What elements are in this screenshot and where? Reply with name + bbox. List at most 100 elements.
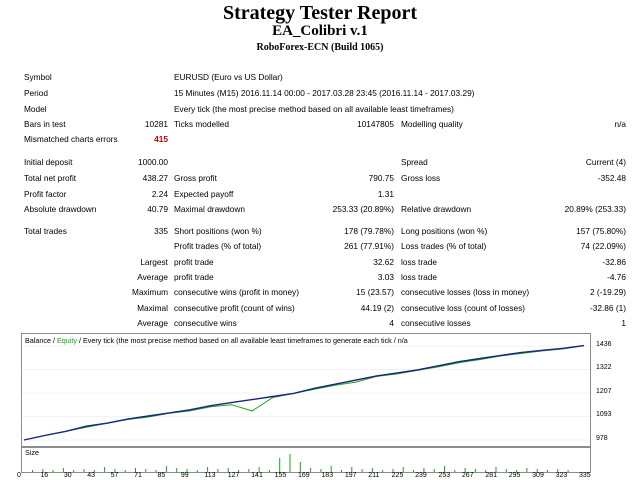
size-bar (516, 470, 518, 472)
size-bar (310, 468, 312, 472)
size-bar (238, 470, 239, 472)
loss-trades-label: Loss trades (% of total) (401, 241, 487, 251)
x-tick-label: 335 (579, 472, 591, 479)
x-tick-label: 225 (391, 472, 404, 479)
size-bar (351, 467, 353, 472)
period-label: Period (24, 88, 48, 98)
report-title: Strategy Tester Report (222, 2, 418, 24)
x-tick-label: 281 (485, 472, 498, 479)
size-bar (42, 469, 44, 472)
size-bar (83, 469, 85, 472)
y-tick-label: 1322 (596, 364, 612, 372)
spread-label: Spread (401, 157, 428, 167)
size-bar (320, 469, 322, 472)
average-loss-label: loss trade (401, 272, 437, 282)
initial-deposit-value: 1000.00 (138, 157, 168, 167)
x-tick-label: 57 (110, 472, 119, 479)
x-tick-label: 43 (87, 472, 96, 479)
size-bar (248, 469, 250, 472)
ticks-value: 10147805 (357, 119, 394, 129)
size-chart-svg (32, 454, 569, 472)
quality-label: Modelling quality (401, 119, 463, 129)
size-bar (495, 467, 497, 472)
symbol-value: EURUSD (Euro vs US Dollar) (174, 72, 283, 82)
long-value: 157 (75.80%) (576, 226, 626, 236)
model-label: Model (24, 104, 47, 114)
size-bar (176, 468, 178, 472)
size-bar (361, 469, 363, 472)
abs-drawdown-label: Absolute drawdown (24, 204, 97, 214)
size-bar (104, 467, 106, 472)
size-bar (485, 470, 487, 472)
y-tick-label: 978 (596, 435, 608, 442)
size-bar (536, 469, 538, 472)
x-tick-label: 211 (368, 472, 380, 479)
size-bar (268, 470, 270, 472)
maximal-cons-profit-label: consecutive profit (count of wins) (174, 303, 295, 313)
size-bar (413, 470, 415, 472)
ticks-label: Ticks modelled (174, 119, 230, 129)
legend-rest: / Every tick (the most precise method ba… (76, 336, 408, 345)
x-tick-label: 295 (508, 472, 521, 479)
average-profit-value: 3.03 (377, 272, 394, 282)
model-value: Every tick (the most precise method base… (174, 104, 454, 114)
largest-profit-value: 32.62 (373, 257, 394, 267)
balance-line (23, 344, 585, 441)
period-value: 15 Minutes (M15) 2016.11.14 00:00 - 2017… (174, 88, 475, 98)
profit-factor-value: 2.24 (151, 189, 168, 199)
short-value: 178 (79.78%) (344, 226, 394, 236)
size-bar (341, 470, 342, 472)
size-bar (186, 469, 188, 472)
legend-balance: Balance (25, 336, 51, 345)
size-bar (32, 470, 33, 472)
legend-equity: Equity (56, 336, 77, 345)
rel-drawdown-value: 20.89% (253.33) (564, 204, 626, 214)
mismatch-label: Mismatched charts errors (24, 134, 118, 144)
y-tick-label: 1093 (596, 411, 612, 419)
gross-profit-value: 790.75 (368, 173, 394, 183)
profit-trades-label: Profit trades (% of total) (174, 241, 262, 251)
spread-value: Current (4) (585, 157, 626, 167)
total-trades-value: 335 (154, 226, 168, 236)
total-trades-label: Total trades (24, 226, 67, 236)
max-cons-wins-value: 15 (23.57) (356, 287, 394, 297)
avg-cons-losses-label: consecutive losses (401, 318, 471, 328)
size-bar (423, 468, 425, 472)
maximal-cons-loss-label: consecutive loss (count of losses) (401, 303, 526, 313)
max-cons-losses-label: consecutive losses (loss in money) (401, 287, 530, 297)
x-tick-label: 0 (17, 472, 21, 479)
size-bar (196, 470, 198, 472)
largest-label: Largest (140, 257, 168, 267)
balance-chart (21, 333, 591, 447)
size-bar (433, 469, 435, 472)
avg-cons-wins-value: 4 (389, 318, 394, 328)
legend-sep: / (50, 336, 57, 345)
x-tick-label: 267 (461, 472, 474, 479)
size-bar (330, 466, 332, 472)
size-bar (207, 467, 209, 472)
quality-value: n/a (614, 119, 626, 129)
size-bar (155, 470, 157, 472)
initial-deposit-label: Initial deposit (24, 157, 73, 167)
balance-chart-svg (22, 344, 590, 441)
profit-trades-value: 261 (77.91%) (344, 241, 394, 251)
size-chart (21, 447, 591, 473)
short-label: Short positions (won %) (174, 226, 262, 236)
max-drawdown-label: Maximal drawdown (174, 204, 246, 214)
max-cons-wins-label: consecutive wins (profit in money) (174, 287, 299, 297)
size-bar (73, 470, 75, 472)
mismatch-value: 415 (154, 134, 168, 144)
gross-loss-value: -352.48 (597, 173, 626, 183)
max-cons-losses-value: 2 (-19.29) (590, 287, 626, 297)
size-bar (299, 462, 301, 472)
gross-loss-label: Gross loss (401, 173, 441, 183)
x-tick-label: 85 (157, 472, 166, 479)
x-tick-label: 16 (40, 472, 49, 479)
chart-legend: Balance / Equity / Every tick (the most … (25, 336, 408, 345)
size-bar (289, 454, 291, 472)
largest-loss-label: loss trade (401, 257, 437, 267)
size-bar (382, 470, 384, 472)
size-bar (557, 469, 559, 472)
avg-cons-losses-value: 1 (621, 318, 626, 328)
avg-cons-wins-label: consecutive wins (174, 318, 237, 328)
